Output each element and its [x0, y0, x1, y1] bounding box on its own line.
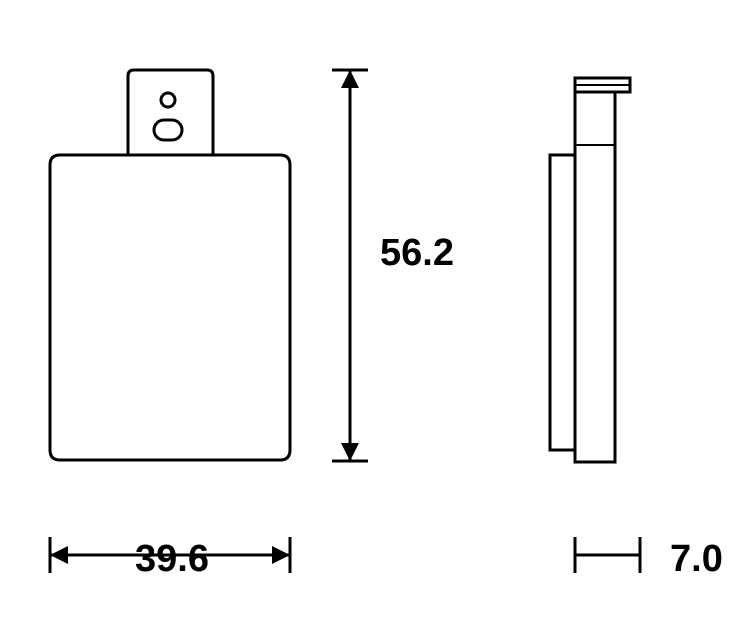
- width-dimension-label: 39.6: [135, 538, 209, 581]
- drawing-canvas: [0, 0, 749, 617]
- thickness-dimension-label: 7.0: [670, 538, 723, 581]
- height-dimension-label: 56.2: [380, 232, 454, 275]
